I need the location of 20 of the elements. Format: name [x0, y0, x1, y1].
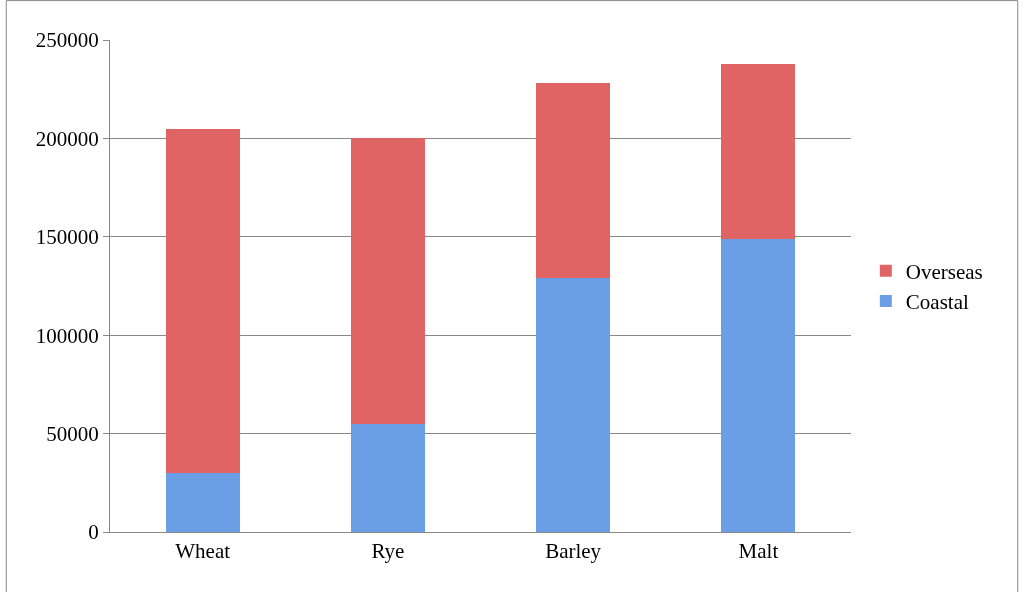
- x-tick-label: Malt: [738, 539, 779, 564]
- y-tick-label: 100000: [35, 323, 99, 348]
- bar: [721, 63, 796, 239]
- x-tick-label: Wheat: [175, 539, 231, 564]
- x-tick-label: Barley: [545, 539, 602, 564]
- bar: [721, 238, 796, 532]
- y-tick-label: 150000: [35, 225, 99, 250]
- bar: [536, 83, 611, 279]
- bar: [536, 278, 611, 532]
- y-tick-label: 0: [88, 520, 99, 545]
- bar: [165, 472, 240, 532]
- y-tick-label: 250000: [35, 28, 99, 53]
- bar: [350, 138, 425, 424]
- x-tick-label: Rye: [371, 539, 405, 564]
- bar: [165, 128, 240, 473]
- legend-label: Overseas: [905, 259, 983, 284]
- bar: [350, 423, 425, 532]
- y-tick-label: 50000: [46, 421, 99, 446]
- y-tick-label: 200000: [35, 126, 99, 151]
- legend-label: Coastal: [905, 290, 969, 315]
